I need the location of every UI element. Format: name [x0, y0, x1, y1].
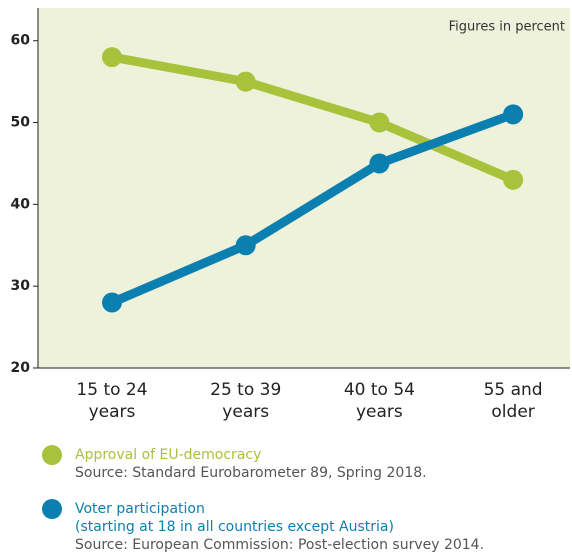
x-tick-label: years	[89, 402, 136, 422]
y-tick-label: 20	[11, 360, 31, 376]
x-tick-label: years	[356, 402, 403, 422]
x-tick-label: older	[491, 402, 534, 422]
x-tick-label: 55 and	[484, 380, 543, 400]
legend-source: Source: European Commission: Post-electi…	[75, 537, 484, 553]
y-tick-label: 50	[11, 115, 31, 131]
legend-marker	[42, 445, 62, 465]
series-point	[503, 169, 524, 190]
legend-note: (starting at 18 in all countries except …	[75, 519, 394, 535]
annotation: Figures in percent	[449, 20, 565, 35]
x-tick-label: 15 to 24	[76, 380, 147, 400]
y-tick-label: 40	[11, 196, 31, 212]
legend-marker	[42, 499, 62, 519]
series-point	[102, 47, 122, 68]
series-point	[235, 235, 256, 256]
x-tick-label: years	[222, 402, 269, 422]
series-line	[110, 110, 515, 307]
series-point	[503, 104, 524, 125]
legend-label: Approval of EU-democracy	[75, 447, 261, 463]
x-tick-label: 40 to 54	[344, 380, 415, 400]
y-tick-label: 60	[11, 33, 31, 49]
x-tick-label: 25 to 39	[210, 380, 281, 400]
legend-source: Source: Standard Eurobarometer 89, Sprin…	[75, 465, 427, 481]
plot-background	[38, 8, 570, 368]
series-point	[369, 112, 390, 133]
legend-label: Voter participation	[75, 501, 205, 517]
y-tick-label: 30	[11, 278, 31, 294]
series-point	[235, 71, 256, 92]
series-line	[111, 52, 515, 184]
series-point	[102, 292, 122, 313]
series-point	[369, 153, 390, 174]
